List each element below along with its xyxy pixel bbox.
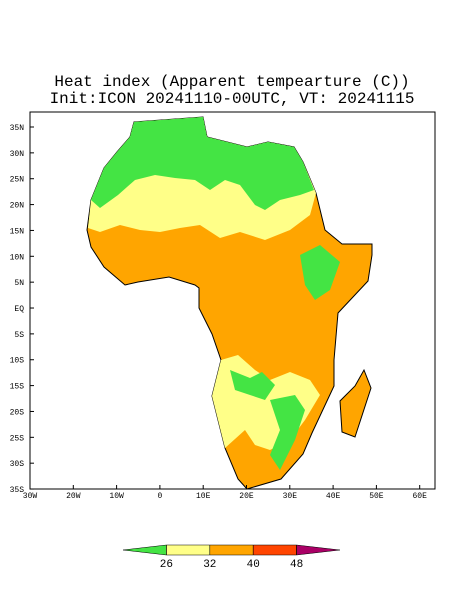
lat-label: 10N [10, 253, 25, 262]
lon-label: 20E [239, 492, 254, 501]
lon-label: 10E [196, 492, 211, 501]
colorbar-label: 32 [203, 559, 216, 571]
lon-label: 20W [66, 492, 81, 501]
green-north [91, 117, 314, 210]
lat-label: 25N [10, 176, 25, 185]
lat-label: EQ [14, 305, 24, 314]
madagascar [339, 368, 372, 438]
lat-label: 35N [10, 124, 25, 133]
lat-label: 30S [10, 460, 25, 469]
colorbar-segment [122, 544, 167, 556]
lat-label: 20N [10, 202, 25, 211]
lat-label: 30N [10, 150, 25, 159]
colorbar-segment [166, 544, 211, 556]
map-title: Heat index (Apparent tempearture (C)) [54, 73, 409, 91]
lon-label: 10W [109, 492, 124, 501]
lon-label: 60E [412, 492, 427, 501]
colorbar-segment [209, 544, 254, 556]
green-south [230, 370, 275, 400]
lat-label: 20S [10, 408, 25, 417]
lon-label: 0 [157, 492, 162, 501]
lon-label: 30E [283, 492, 298, 501]
green-southeast [270, 395, 305, 470]
colorbar: 26 32 40 48 [122, 544, 341, 571]
lat-label: 5S [14, 331, 24, 340]
lat-label: 10S [10, 357, 25, 366]
lat-label: 5N [14, 279, 24, 288]
colorbar-segment [296, 544, 341, 556]
lon-label: 50E [369, 492, 384, 501]
colorbar-label: 26 [160, 559, 173, 571]
lat-label: 35S [10, 486, 25, 495]
colorbar-label: 40 [247, 559, 260, 571]
green-east [300, 245, 340, 300]
colorbar-segment [252, 544, 297, 556]
lat-label: 15S [10, 383, 25, 392]
lon-labels: 30W 20W 10W 0 10E 20E 30E 40E 50E 60E [23, 485, 427, 501]
lon-label: 40E [326, 492, 341, 501]
lat-label: 25S [10, 434, 25, 443]
colorbar-label: 48 [290, 559, 303, 571]
lat-label: 15N [10, 227, 25, 236]
map-subtitle: Init:ICON 20241110-00UTC, VT: 20241115 [50, 90, 415, 108]
lat-labels: 35N 30N 25N 20N 15N 10N 5N EQ 5S 10S 15S 20S 25S 30S 3… [10, 124, 34, 495]
map-area: 35N 30N 25N 20N 15N 10N 5N EQ 5S 10S 15S 20S 25S 30S 3… [10, 111, 436, 501]
lon-label: 30W [23, 492, 38, 501]
